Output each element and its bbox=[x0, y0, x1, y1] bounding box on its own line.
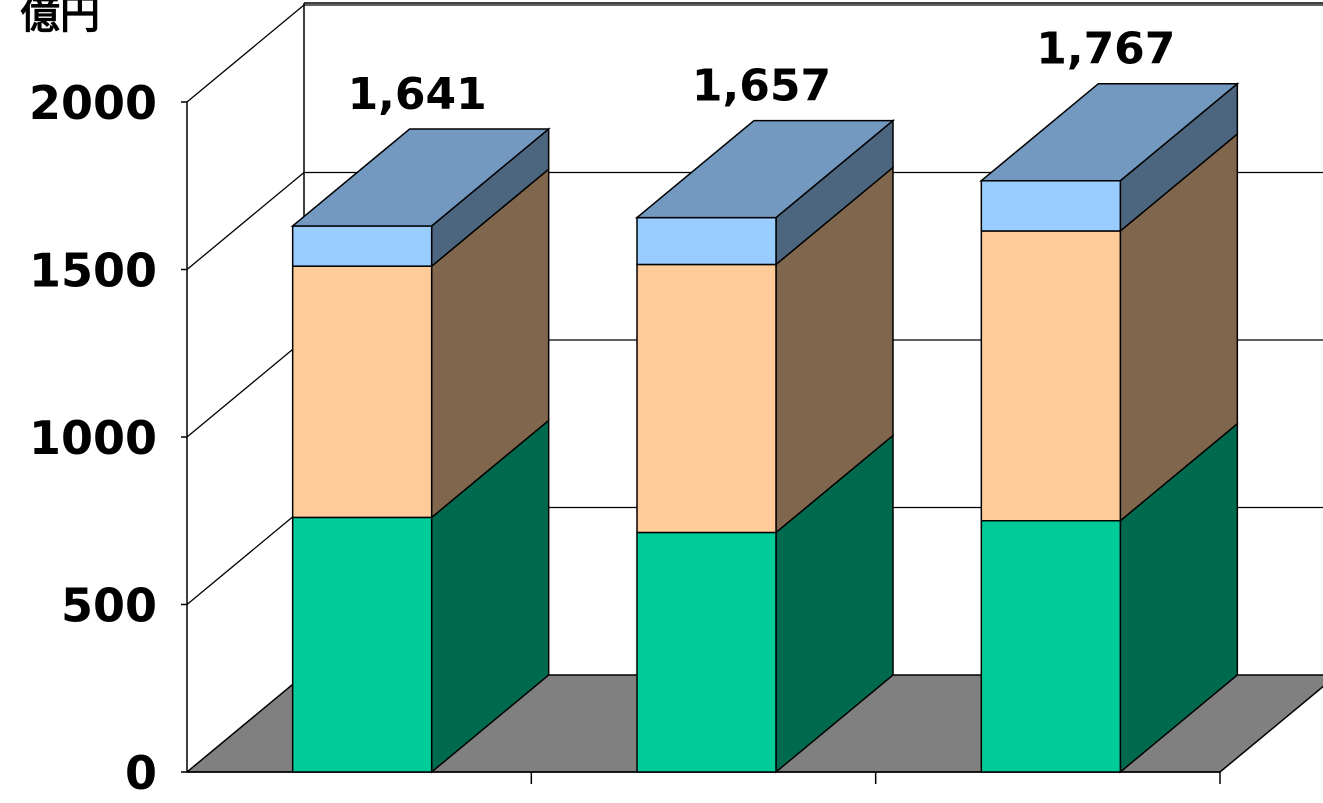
total-label: 1,641 bbox=[348, 69, 487, 120]
y-tick-label: 1500 bbox=[29, 244, 157, 298]
gridline-side bbox=[186, 171, 305, 271]
bar-segment bbox=[291, 516, 433, 773]
bar-segment bbox=[980, 230, 1122, 522]
y-tick-label: 1000 bbox=[29, 411, 157, 465]
bar-segment bbox=[636, 263, 777, 534]
gridline-side bbox=[186, 4, 305, 103]
bar-segment bbox=[980, 179, 1122, 232]
bar-top bbox=[634, 119, 896, 219]
gridline-side bbox=[186, 506, 305, 606]
bar-segment bbox=[980, 520, 1122, 773]
total-labels: 1,641 1,657 1,767 bbox=[348, 24, 1176, 120]
y-tick-label: 2000 bbox=[29, 76, 157, 130]
bar-segment bbox=[291, 225, 433, 267]
bar-top bbox=[290, 128, 551, 227]
bar-segment bbox=[291, 265, 433, 519]
y-tick-label: 500 bbox=[61, 579, 157, 633]
y-tick-label: 0 bbox=[125, 746, 157, 800]
bar-segment bbox=[636, 216, 777, 266]
y-axis-tick-labels: 0 500 1000 1500 2000 bbox=[29, 76, 157, 800]
gridline-side bbox=[186, 339, 305, 438]
bar-top bbox=[979, 82, 1240, 182]
total-label: 1,657 bbox=[692, 61, 831, 112]
bars bbox=[290, 82, 1240, 774]
total-label: 1,767 bbox=[1036, 24, 1175, 75]
bar-segment bbox=[636, 531, 777, 773]
y-axis-unit-label: 億円 bbox=[20, 0, 100, 38]
